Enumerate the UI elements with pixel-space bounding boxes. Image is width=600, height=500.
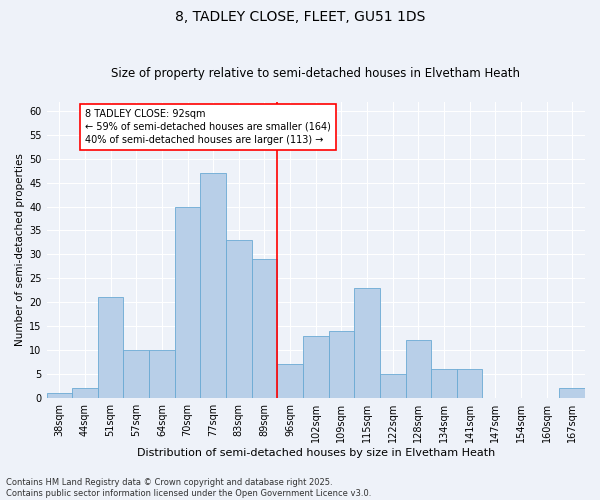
- X-axis label: Distribution of semi-detached houses by size in Elvetham Heath: Distribution of semi-detached houses by …: [137, 448, 495, 458]
- Bar: [226, 240, 251, 398]
- Bar: [406, 340, 431, 398]
- Bar: [431, 369, 457, 398]
- Y-axis label: Number of semi-detached properties: Number of semi-detached properties: [15, 153, 25, 346]
- Bar: [175, 206, 200, 398]
- Bar: [380, 374, 406, 398]
- Bar: [98, 298, 124, 398]
- Bar: [329, 331, 354, 398]
- Bar: [47, 393, 72, 398]
- Text: Contains HM Land Registry data © Crown copyright and database right 2025.
Contai: Contains HM Land Registry data © Crown c…: [6, 478, 371, 498]
- Title: Size of property relative to semi-detached houses in Elvetham Heath: Size of property relative to semi-detach…: [111, 66, 520, 80]
- Bar: [72, 388, 98, 398]
- Bar: [251, 259, 277, 398]
- Bar: [559, 388, 585, 398]
- Bar: [457, 369, 482, 398]
- Bar: [200, 173, 226, 398]
- Bar: [354, 288, 380, 398]
- Bar: [277, 364, 303, 398]
- Bar: [303, 336, 329, 398]
- Bar: [149, 350, 175, 398]
- Bar: [124, 350, 149, 398]
- Text: 8, TADLEY CLOSE, FLEET, GU51 1DS: 8, TADLEY CLOSE, FLEET, GU51 1DS: [175, 10, 425, 24]
- Text: 8 TADLEY CLOSE: 92sqm
← 59% of semi-detached houses are smaller (164)
40% of sem: 8 TADLEY CLOSE: 92sqm ← 59% of semi-deta…: [85, 108, 331, 145]
